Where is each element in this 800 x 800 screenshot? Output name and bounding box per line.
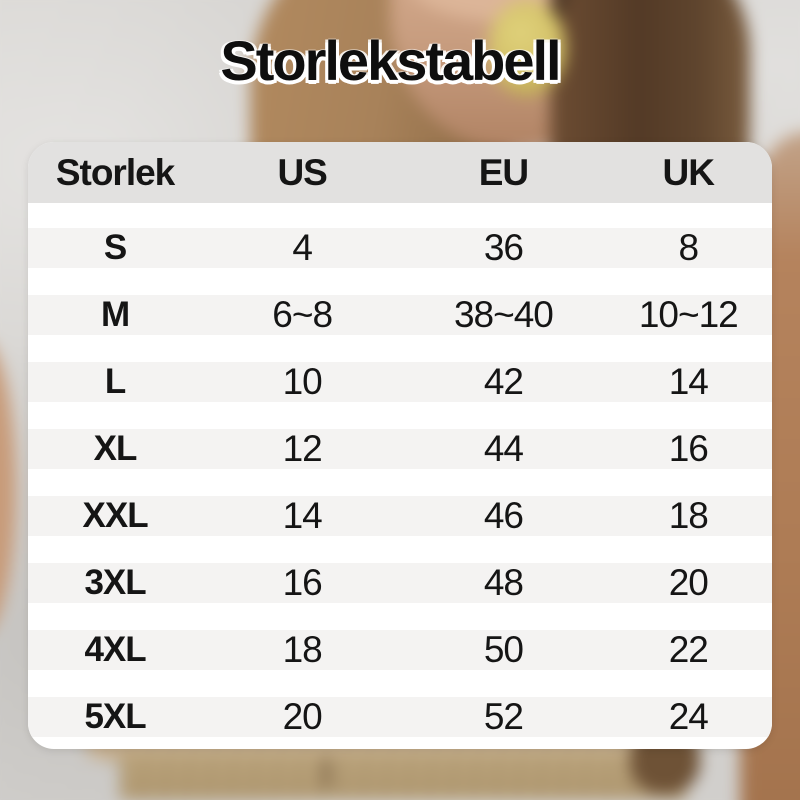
belt-detail bbox=[323, 758, 330, 788]
uk-value: 18 bbox=[668, 495, 709, 536]
eu-value: 48 bbox=[483, 562, 524, 603]
eu-value: 38~40 bbox=[453, 294, 554, 335]
size-label: S bbox=[103, 228, 127, 267]
us-value: 18 bbox=[282, 629, 323, 670]
table-row-3xl: 3XL 16 48 20 bbox=[28, 563, 772, 603]
eu-value: 50 bbox=[483, 629, 524, 670]
table-row-l: L 10 42 14 bbox=[28, 362, 772, 402]
page-title: Storlekstabell bbox=[220, 29, 561, 92]
size-label: 4XL bbox=[84, 630, 146, 669]
eu-value: 44 bbox=[483, 428, 524, 469]
size-label: L bbox=[104, 362, 126, 401]
size-label: XXL bbox=[82, 496, 149, 535]
table-row-s: S 4 36 8 bbox=[28, 228, 772, 268]
table-row-xl: XL 12 44 16 bbox=[28, 429, 772, 469]
size-label: XL bbox=[93, 429, 138, 468]
us-value: 20 bbox=[282, 696, 323, 737]
column-header-eu: EU bbox=[478, 151, 529, 193]
table-row-xxl: XXL 14 46 18 bbox=[28, 496, 772, 536]
us-value: 10 bbox=[282, 361, 323, 402]
size-label: M bbox=[100, 295, 130, 334]
uk-value: 10~12 bbox=[638, 294, 739, 335]
eu-value: 42 bbox=[483, 361, 524, 402]
table-row-5xl: 5XL 20 52 24 bbox=[28, 697, 772, 737]
column-header-us: US bbox=[277, 151, 327, 193]
eu-value: 36 bbox=[483, 227, 524, 268]
tan-pants bbox=[120, 752, 686, 800]
us-value: 6~8 bbox=[272, 294, 333, 335]
us-value: 4 bbox=[292, 227, 313, 268]
eu-value: 46 bbox=[483, 495, 524, 536]
us-value: 14 bbox=[282, 495, 323, 536]
uk-value: 8 bbox=[678, 227, 699, 268]
us-value: 12 bbox=[282, 428, 323, 469]
column-header-uk: UK bbox=[662, 151, 715, 193]
table-row-4xl: 4XL 18 50 22 bbox=[28, 630, 772, 670]
size-label: 5XL bbox=[84, 697, 146, 736]
table-row-m: M 6~8 38~40 10~12 bbox=[28, 295, 772, 335]
us-value: 16 bbox=[282, 562, 323, 603]
uk-value: 14 bbox=[668, 361, 709, 402]
uk-value: 24 bbox=[668, 696, 709, 737]
table-header-row: Storlek US EU UK bbox=[28, 142, 772, 203]
size-table: Storlek US EU UK S 4 36 8 M 6~8 38~40 10… bbox=[28, 142, 772, 749]
uk-value: 22 bbox=[668, 629, 709, 670]
uk-value: 16 bbox=[668, 428, 709, 469]
size-label: 3XL bbox=[84, 563, 146, 602]
uk-value: 20 bbox=[668, 562, 709, 603]
column-header-storlek: Storlek bbox=[55, 151, 175, 193]
yellow-earring bbox=[488, 0, 566, 96]
eu-value: 52 bbox=[483, 696, 524, 737]
table-body: S 4 36 8 M 6~8 38~40 10~12 L 10 42 14 XL… bbox=[28, 203, 772, 737]
